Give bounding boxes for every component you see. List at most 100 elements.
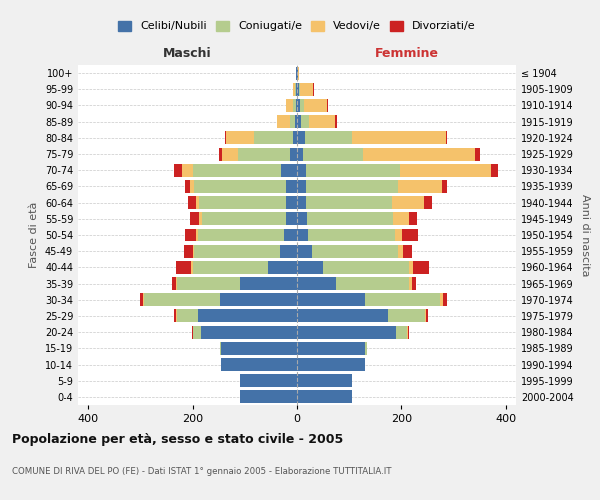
Bar — [286, 180, 297, 193]
Bar — [297, 83, 299, 96]
Bar — [295, 115, 297, 128]
Bar — [198, 310, 297, 322]
Bar — [200, 326, 297, 338]
Bar — [308, 228, 395, 241]
Bar — [268, 261, 297, 274]
Bar — [277, 115, 290, 128]
Bar — [363, 148, 475, 160]
Bar — [323, 261, 409, 274]
Bar — [193, 164, 281, 176]
Bar — [442, 180, 447, 193]
Bar — [190, 212, 199, 226]
Bar — [301, 115, 309, 128]
Bar — [297, 180, 307, 193]
Bar — [440, 294, 443, 306]
Bar — [176, 261, 191, 274]
Bar — [176, 310, 177, 322]
Bar — [286, 196, 297, 209]
Bar — [425, 310, 427, 322]
Bar — [309, 115, 335, 128]
Bar — [298, 66, 299, 80]
Bar — [222, 148, 238, 160]
Bar — [388, 310, 425, 322]
Bar — [297, 212, 307, 226]
Bar — [295, 83, 296, 96]
Y-axis label: Anni di nascita: Anni di nascita — [580, 194, 590, 276]
Bar — [177, 310, 198, 322]
Bar — [297, 228, 308, 241]
Bar — [313, 83, 314, 96]
Legend: Celibi/Nubili, Coniugati/e, Vedovi/e, Divorziati/e: Celibi/Nubili, Coniugati/e, Vedovi/e, Di… — [114, 16, 480, 36]
Bar — [352, 132, 446, 144]
Bar — [394, 212, 409, 226]
Bar — [475, 148, 479, 160]
Bar — [182, 164, 193, 176]
Bar — [188, 196, 196, 209]
Bar — [407, 326, 409, 338]
Bar — [304, 99, 327, 112]
Bar — [297, 99, 299, 112]
Bar — [491, 164, 498, 176]
Bar — [336, 277, 409, 290]
Text: Maschi: Maschi — [163, 47, 212, 60]
Bar — [144, 294, 220, 306]
Bar — [398, 180, 442, 193]
Bar — [297, 132, 305, 144]
Bar — [307, 164, 400, 176]
Bar — [220, 342, 221, 355]
Bar — [143, 294, 144, 306]
Bar — [327, 99, 328, 112]
Bar — [293, 132, 297, 144]
Bar — [286, 99, 293, 112]
Bar — [284, 228, 297, 241]
Bar — [193, 244, 194, 258]
Bar — [293, 99, 296, 112]
Bar — [297, 115, 301, 128]
Bar — [184, 244, 193, 258]
Bar — [196, 196, 199, 209]
Bar — [297, 310, 388, 322]
Bar — [194, 244, 280, 258]
Bar — [194, 180, 286, 193]
Bar — [174, 310, 176, 322]
Bar — [293, 83, 295, 96]
Bar — [413, 261, 429, 274]
Bar — [172, 277, 176, 290]
Bar — [239, 277, 297, 290]
Bar — [224, 132, 226, 144]
Bar — [140, 294, 143, 306]
Bar — [335, 115, 337, 128]
Bar — [427, 310, 428, 322]
Bar — [226, 132, 254, 144]
Bar — [409, 261, 413, 274]
Bar — [365, 294, 440, 306]
Bar — [297, 390, 352, 404]
Bar — [297, 196, 307, 209]
Bar — [199, 212, 202, 226]
Bar — [193, 326, 200, 338]
Bar — [238, 148, 290, 160]
Bar — [286, 212, 297, 226]
Bar — [307, 196, 392, 209]
Bar — [443, 294, 447, 306]
Text: COMUNE DI RIVA DEL PO (FE) - Dati ISTAT 1° gennaio 2005 - Elaborazione TUTTITALI: COMUNE DI RIVA DEL PO (FE) - Dati ISTAT … — [12, 468, 392, 476]
Bar — [220, 148, 222, 160]
Text: Femmine: Femmine — [374, 47, 439, 60]
Bar — [305, 132, 352, 144]
Bar — [196, 228, 198, 241]
Bar — [307, 212, 394, 226]
Bar — [202, 212, 286, 226]
Bar — [176, 277, 177, 290]
Bar — [220, 294, 297, 306]
Bar — [281, 164, 297, 176]
Bar — [297, 164, 307, 176]
Bar — [297, 148, 303, 160]
Bar — [185, 180, 190, 193]
Bar — [190, 180, 194, 193]
Bar — [424, 196, 431, 209]
Bar — [299, 83, 300, 96]
Bar — [191, 326, 193, 338]
Bar — [299, 99, 304, 112]
Bar — [254, 132, 293, 144]
Bar — [193, 261, 268, 274]
